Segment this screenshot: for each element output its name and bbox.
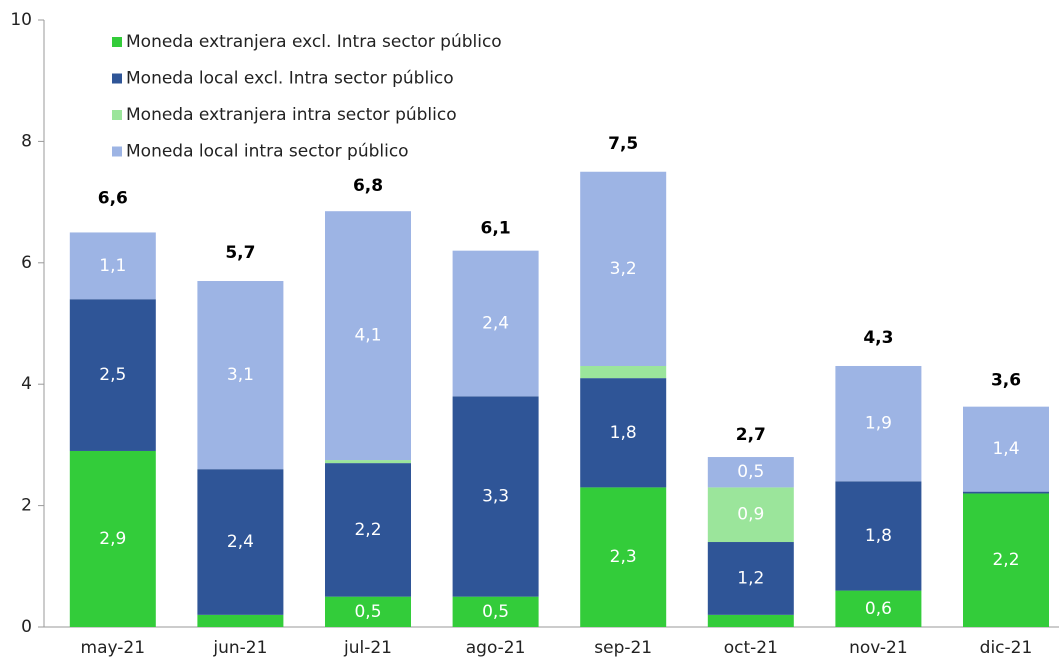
legend-swatch — [112, 110, 122, 120]
x-tick-label: sep-21 — [594, 638, 652, 658]
y-tick-label: 6 — [21, 253, 32, 273]
data-label: 2,3 — [610, 547, 637, 567]
bar-segment — [580, 487, 667, 627]
bar-segment — [325, 463, 411, 597]
data-label: 2,5 — [99, 365, 126, 385]
data-label: 0,6 — [865, 599, 892, 619]
data-label: 3,1 — [227, 365, 254, 385]
x-tick-label: oct-21 — [724, 638, 778, 658]
bar-segment — [452, 396, 539, 597]
bar-segment — [963, 491, 1049, 494]
data-label: 1,9 — [865, 414, 892, 434]
bar-segment — [325, 596, 411, 627]
total-label: 6,1 — [481, 219, 511, 239]
total-label: 7,5 — [608, 134, 638, 154]
bar-segment — [963, 493, 1049, 627]
x-tick-label: may-21 — [81, 638, 146, 658]
data-label: 2,2 — [354, 520, 381, 540]
y-tick-label: 8 — [21, 131, 32, 151]
data-label: 0,5 — [482, 602, 509, 622]
legend-swatch — [112, 37, 122, 47]
data-label: 3,2 — [610, 259, 637, 279]
data-label: 1,2 — [737, 568, 764, 588]
bar-segment — [197, 469, 284, 615]
bar-segment — [325, 211, 411, 461]
data-label: 1,4 — [992, 439, 1019, 459]
y-tick-label: 10 — [10, 10, 32, 30]
data-label: 4,1 — [354, 326, 381, 346]
bar-segment — [197, 614, 284, 627]
total-label: 5,7 — [225, 243, 255, 263]
bar-segment — [69, 450, 156, 627]
x-tick-label: ago-21 — [466, 638, 526, 658]
data-label: 1,8 — [865, 526, 892, 546]
legend-label: Moneda local intra sector público — [126, 142, 409, 162]
bar-segment — [580, 365, 667, 379]
bar-segment — [580, 171, 667, 366]
bar-segment — [452, 596, 539, 627]
x-tick-label: nov-21 — [849, 638, 908, 658]
data-label: 2,4 — [227, 532, 254, 552]
legend-swatch — [112, 73, 122, 84]
legend-label: Moneda extranjera excl. Intra sector púb… — [126, 32, 502, 52]
data-label: 0,5 — [737, 462, 764, 482]
data-label: 2,9 — [99, 529, 126, 549]
total-label: 2,7 — [736, 425, 766, 445]
y-tick-label: 2 — [21, 496, 32, 516]
bar-segment — [835, 481, 922, 591]
data-label: 2,2 — [992, 550, 1019, 570]
total-label: 3,6 — [991, 370, 1021, 390]
bar-segment — [69, 299, 156, 451]
total-label: 4,3 — [863, 328, 893, 348]
y-tick-label: 4 — [21, 374, 32, 394]
bar-segment — [835, 590, 922, 627]
data-label: 2,4 — [482, 314, 509, 334]
bar-segment — [707, 457, 794, 488]
data-label: 0,5 — [354, 602, 381, 622]
legend-swatch — [112, 146, 122, 157]
data-label: 0,9 — [737, 505, 764, 525]
x-tick-label: jun-21 — [212, 638, 267, 658]
bar-segment — [325, 460, 411, 464]
legend-label: Moneda extranjera intra sector público — [126, 105, 457, 125]
data-label: 1,1 — [99, 256, 126, 276]
total-label: 6,6 — [98, 188, 128, 208]
legend-label: Moneda local excl. Intra sector público — [126, 69, 454, 89]
bar-segment — [707, 614, 794, 627]
bar-segment — [835, 365, 922, 482]
y-tick-label: 0 — [21, 617, 32, 637]
bar-segment — [963, 406, 1049, 492]
bar-segment — [197, 281, 284, 470]
bar-segment — [580, 378, 667, 488]
total-label: 6,8 — [353, 176, 383, 196]
data-label: 1,8 — [610, 423, 637, 443]
bar-segment — [707, 542, 794, 615]
bar-segment — [69, 232, 156, 300]
bar-segment — [452, 250, 539, 397]
x-tick-label: dic-21 — [980, 638, 1033, 658]
x-tick-label: jul-21 — [343, 638, 392, 658]
data-label: 3,3 — [482, 486, 509, 506]
bar-segment — [707, 487, 794, 543]
